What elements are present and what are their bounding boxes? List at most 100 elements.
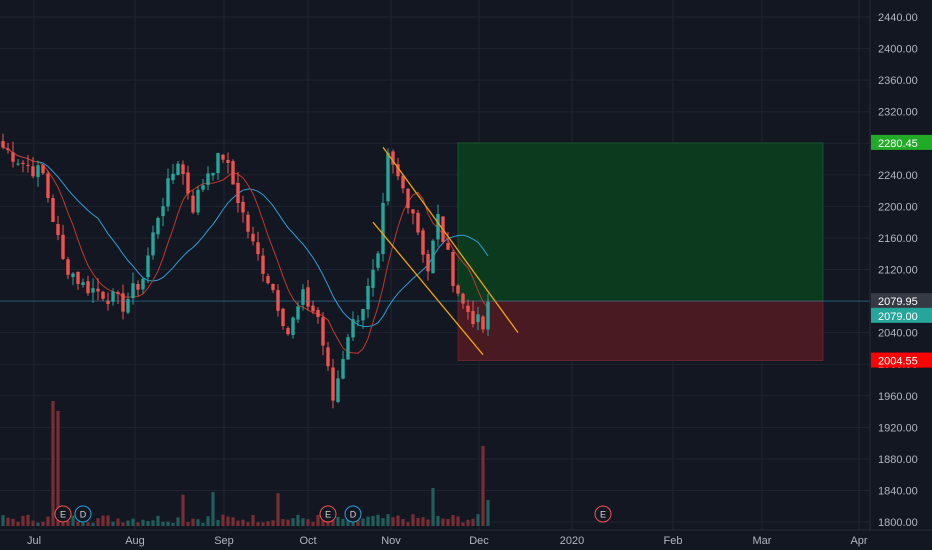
volume-bar [286,519,290,526]
volume-bar [101,515,105,526]
volume-bar [146,520,150,526]
candle-body [241,201,245,213]
price-badge-label-last: 2079.95 [878,296,918,308]
candle-body [281,308,285,327]
candle-body [221,154,225,160]
volume-bar [161,521,165,526]
time-tick-label: Dec [469,535,489,547]
moving-average-long [2,146,489,328]
candle-body [1,141,5,148]
candle-body [136,284,140,290]
candle-body [406,188,410,209]
price-tick-label: 1880.00 [878,454,918,466]
volume-bar [91,522,95,526]
candle-body [181,164,185,174]
candle-body [396,164,400,177]
price-tick-label: 2040.00 [878,328,918,340]
volume-bar [336,516,340,526]
price-tick-label: 1920.00 [878,422,918,434]
risk-reward-zones[interactable] [457,142,824,361]
time-tick-label: 2020 [560,535,584,547]
candle-body [61,234,65,259]
earnings-event-icon [54,505,72,523]
candle-body [341,359,345,379]
volume-bar [481,446,485,526]
candle-body [206,173,210,185]
candle-body [26,164,30,166]
candle-body [346,337,350,360]
candle-body [131,283,135,299]
candle-body [66,259,70,275]
candle-body [51,198,55,222]
volume-bar [106,515,110,526]
volume-bar [46,516,50,526]
volume-bar [251,515,255,526]
candle-body [71,273,75,278]
candle-body [226,159,230,163]
candle-body [146,255,150,278]
volume-bar [416,518,420,526]
candle-body [191,195,195,213]
volume-bar [166,521,170,526]
price-tick-label: 2240.00 [878,170,918,182]
time-tick-label: Feb [664,535,683,547]
volume-bar [266,521,270,526]
volume-bar [191,518,195,526]
candle-body [426,254,430,272]
event-label: D [350,510,357,520]
volume-bar [16,521,20,526]
volume-bar [136,522,140,526]
volume-bar [181,494,185,526]
volume-bar [111,521,115,526]
time-axis[interactable]: Jul Aug Sep Oct Nov Dec 2020 Feb Mar Apr [27,535,868,547]
profit-zone[interactable] [457,142,824,302]
price-badge-label-current: 2079.00 [878,311,918,323]
volume-bar [156,515,160,526]
candle-body [311,305,315,312]
candle-body [416,212,420,233]
volume-bar [256,522,260,526]
trendlines[interactable] [372,146,519,356]
candle-body [231,161,235,185]
candle-body [261,255,265,274]
volume-bar [211,492,215,526]
price-tick-label: 2200.00 [878,201,918,213]
candle-body [301,289,305,305]
candle-body [381,202,385,255]
trendline[interactable] [382,146,519,334]
volume-bar [356,519,360,526]
candle-body [401,175,405,189]
time-tick-label: Jul [27,535,41,547]
loss-zone[interactable] [457,300,824,361]
candle-body [6,148,10,151]
volume-bar [66,520,70,526]
volume-bar [366,516,370,526]
volume-bar [476,514,480,526]
candle-body [96,288,100,292]
candle-body [246,214,250,232]
candle-body [86,281,90,294]
candle-body [46,173,50,199]
candle-body [36,165,40,177]
price-tick-label: 2160.00 [878,233,918,245]
candle-body [461,293,465,304]
candle-body [351,319,355,338]
candle-body [271,283,275,291]
volume-bar [321,517,325,526]
candle-body [266,276,270,284]
volume-bar [386,514,390,526]
volume-bar [406,522,410,526]
candle-body [476,314,480,323]
price-tick-label: 1800.00 [878,517,918,529]
volume-bar [26,514,30,526]
event-label: D [80,510,87,520]
candle-body [31,166,35,177]
trendline[interactable] [372,221,484,356]
candle-body [326,347,330,367]
candle-body [211,172,215,176]
candle-body [451,251,455,286]
volume-bar [36,522,40,526]
candle-body [306,287,310,307]
price-tick-label: 2320.00 [878,107,918,119]
